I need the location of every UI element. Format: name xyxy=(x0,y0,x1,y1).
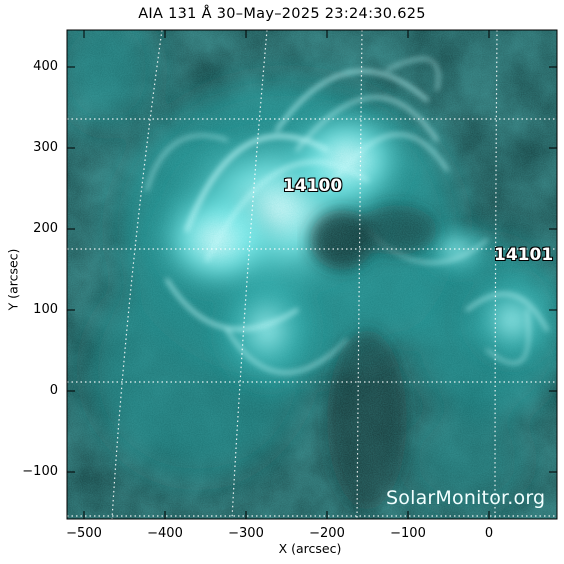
y-tick-label: 300 xyxy=(33,140,58,155)
x-tick-label: −300 xyxy=(228,526,264,541)
longitude-grid-line xyxy=(494,30,498,519)
region-label-14100: 14100 xyxy=(283,176,343,196)
longitude-grid-line xyxy=(356,30,363,519)
x-tick-label: 0 xyxy=(484,526,494,541)
y-axis-label: Y (arcsec) xyxy=(5,248,21,311)
plot-title: AIA 131 Å 30–May–2025 23:24:30.625 xyxy=(138,6,426,22)
y-tick-label: 400 xyxy=(33,59,58,74)
plot-border xyxy=(66,29,558,520)
longitude-grid-line xyxy=(231,30,268,519)
y-tick-label: 100 xyxy=(33,302,58,317)
y-tick-label: 200 xyxy=(33,221,58,236)
x-tick-label: −400 xyxy=(147,526,183,541)
watermark: SolarMonitor.org xyxy=(386,487,546,509)
solar-image xyxy=(67,30,557,519)
solar-corona-image xyxy=(67,30,557,519)
x-axis-label: X (arcsec) xyxy=(278,541,342,556)
x-tick-label: −200 xyxy=(309,526,345,541)
y-tick-label: 0 xyxy=(49,383,58,398)
y-tick-label: −100 xyxy=(22,464,58,479)
x-tick-label: −500 xyxy=(66,526,102,541)
region-label-14101: 14101 xyxy=(494,245,554,265)
x-tick-label: −100 xyxy=(390,526,426,541)
